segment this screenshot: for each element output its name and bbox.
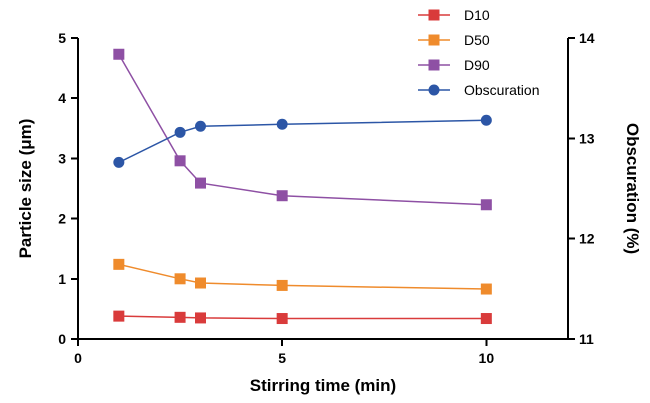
d50-legend-label: D50 <box>464 32 490 48</box>
d10-legend-marker <box>428 9 440 21</box>
obscuration-legend-label: Obscuration <box>464 82 539 98</box>
obscuration-legend-marker <box>428 84 440 96</box>
y-left-tick-label: 0 <box>58 331 66 347</box>
x-tick-label: 0 <box>74 350 82 366</box>
x-tick-label: 5 <box>278 350 286 366</box>
y-right-tick-label: 13 <box>579 130 595 146</box>
y-right-tick-label: 14 <box>579 30 595 46</box>
d90-marker <box>276 190 288 202</box>
d50-marker <box>113 258 125 270</box>
d90-marker <box>174 155 186 167</box>
d50-marker <box>195 277 206 289</box>
d10-marker <box>276 313 288 325</box>
y-left-tick-label: 1 <box>58 271 66 287</box>
d90-marker <box>480 199 492 211</box>
obscuration-marker <box>174 126 186 138</box>
y-right-tick-label: 12 <box>579 231 595 247</box>
obscuration-line <box>118 119 487 164</box>
d10-marker <box>174 311 186 323</box>
d10-marker <box>195 312 206 324</box>
d10-line <box>118 315 487 320</box>
y-left-tick-label: 5 <box>58 30 66 46</box>
d50-marker <box>276 279 288 291</box>
series-layer <box>113 48 492 325</box>
y-right-tick-label: 11 <box>579 331 594 347</box>
d50-marker <box>480 283 492 295</box>
d90-legend-label: D90 <box>464 57 490 73</box>
y-right-axis-title: Obscuration (%) <box>623 123 642 254</box>
y-left-tick-label: 3 <box>58 150 66 166</box>
d90-line <box>118 53 487 206</box>
y-left-tick-label: 4 <box>58 90 66 106</box>
x-axis-title: Stirring time (min) <box>250 376 396 395</box>
d10-legend-label: D10 <box>464 7 490 23</box>
d90-marker <box>113 48 125 60</box>
y-left-axis-title: Particle size (μm) <box>16 119 35 259</box>
d10-marker <box>480 313 492 325</box>
y-left-tick-label: 2 <box>58 211 66 227</box>
d10-marker <box>113 310 125 322</box>
x-tick-label: 10 <box>479 350 495 366</box>
d90-legend-marker <box>428 59 440 71</box>
obscuration-marker <box>480 114 492 126</box>
legend: D10 D50 D90 Obscuration <box>418 7 539 98</box>
obscuration-marker <box>113 156 125 168</box>
d50-legend-marker <box>428 34 440 46</box>
d50-marker <box>174 273 186 285</box>
d90-marker <box>195 177 206 189</box>
d50-line <box>118 263 487 290</box>
obscuration-marker <box>195 120 206 132</box>
obscuration-marker <box>276 118 288 130</box>
